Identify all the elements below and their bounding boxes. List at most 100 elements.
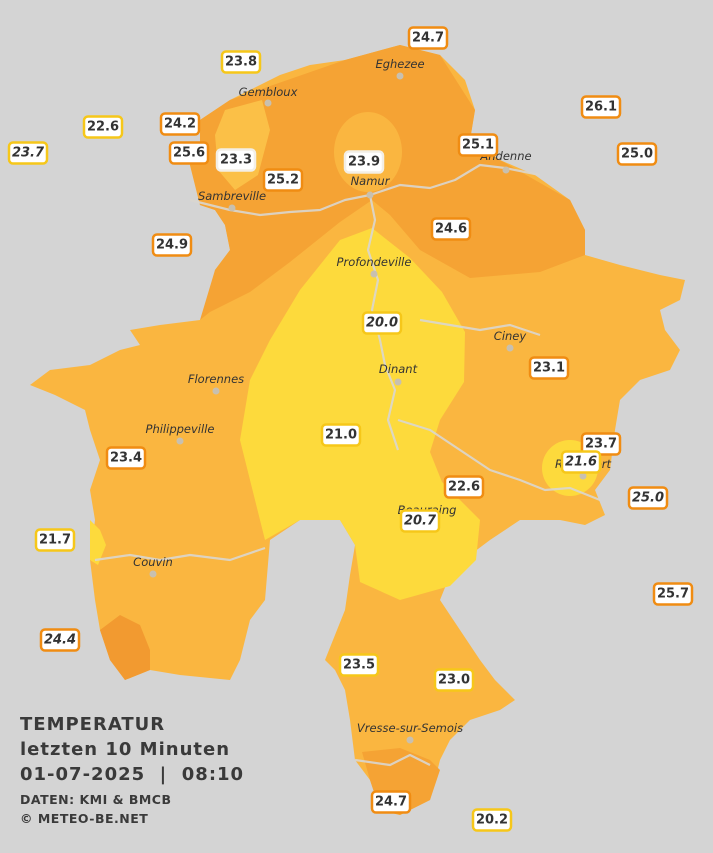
station-box <box>168 141 210 165</box>
town-label: Couvin <box>133 555 173 569</box>
station-value: 21.0 <box>325 428 357 443</box>
station-value: 24.4 <box>44 633 76 648</box>
town-label: Namur <box>351 174 391 188</box>
station-value: 23.4 <box>110 451 142 466</box>
station-box <box>262 168 304 192</box>
station-box <box>580 95 622 119</box>
town-label: Ciney <box>494 329 527 343</box>
station: 25.1 <box>457 133 499 157</box>
station: 23.7 <box>580 432 622 456</box>
station: 22.6 <box>443 475 485 499</box>
station-value: 24.7 <box>375 795 407 810</box>
station-value: 24.6 <box>435 222 467 237</box>
station-box <box>430 217 472 241</box>
station-box <box>471 808 513 832</box>
station-box <box>338 653 380 677</box>
station-box <box>320 423 362 447</box>
station-value: 22.6 <box>87 120 119 135</box>
station-box <box>370 790 412 814</box>
station-box <box>343 150 385 174</box>
subtitle: letzten 10 Minuten <box>20 739 230 760</box>
station-box <box>560 450 602 474</box>
station: 23.7 <box>7 141 49 165</box>
station: 22.6 <box>82 115 124 139</box>
region-warm-southwest <box>100 615 150 680</box>
station-value: 23.5 <box>343 658 375 673</box>
stations: 24.7 23.8 22.6 24.2 23.7 25.6 23.3 25.2 23.9 25.1… <box>7 26 694 832</box>
source: DATEN: KMI & BMCB <box>20 792 172 807</box>
station-box <box>652 582 694 606</box>
station: 24.6 <box>430 217 472 241</box>
town-label: Gembloux <box>239 85 298 99</box>
station-box <box>616 142 658 166</box>
station: 20.2 <box>471 808 513 832</box>
station-box <box>627 486 669 510</box>
station: 20.0 <box>361 311 403 335</box>
station-value: 25.0 <box>621 147 653 162</box>
station-box <box>220 50 262 74</box>
region-cool-couvin <box>90 520 106 565</box>
station-box <box>528 356 570 380</box>
station-box <box>407 26 449 50</box>
station: 25.7 <box>652 582 694 606</box>
station: 25.0 <box>627 486 669 510</box>
town-label: Dinant <box>379 362 418 376</box>
town-label: Profondeville <box>337 255 412 269</box>
station: 25.0 <box>616 142 658 166</box>
station: 21.6 <box>560 450 602 474</box>
river-viroin <box>94 546 266 562</box>
town-label: Vresse-sur-Semois <box>357 721 463 735</box>
town-dot <box>366 191 374 199</box>
river-lesse <box>397 418 601 502</box>
town-dot <box>212 387 220 395</box>
station: 23.8 <box>220 50 262 74</box>
station-box <box>39 628 81 652</box>
station-value: 22.6 <box>448 480 480 495</box>
title: TEMPERATUR <box>20 714 165 735</box>
station: 21.0 <box>320 423 362 447</box>
town-dot <box>396 72 404 80</box>
station-value: 20.0 <box>366 316 398 331</box>
station-value: 23.9 <box>348 155 380 170</box>
station: 23.5 <box>338 653 380 677</box>
town-dot <box>228 204 236 212</box>
station-box <box>159 112 201 136</box>
station-box <box>457 133 499 157</box>
station-value: 21.6 <box>565 455 597 470</box>
town-label: Sambreville <box>198 189 266 203</box>
station: 23.9 <box>343 150 385 174</box>
station-value: 23.1 <box>533 361 565 376</box>
station: 24.2 <box>159 112 201 136</box>
station-box <box>82 115 124 139</box>
station-value: 20.2 <box>476 813 508 828</box>
station: 23.1 <box>528 356 570 380</box>
station-value: 25.2 <box>267 173 299 188</box>
station: 24.4 <box>39 628 81 652</box>
station-box <box>151 233 193 257</box>
town-dot <box>506 344 514 352</box>
station-value: 25.6 <box>173 146 205 161</box>
station: 20.7 <box>399 509 441 533</box>
town-dot <box>370 270 378 278</box>
legend-block: TEMPERATUR letzten 10 Minuten 01-07-2025… <box>20 714 243 826</box>
station-box <box>34 528 76 552</box>
station: 23.0 <box>433 668 475 692</box>
town-label: Philippeville <box>146 422 215 436</box>
town-dot <box>264 99 272 107</box>
station-value: 26.1 <box>585 100 617 115</box>
station-box <box>361 311 403 335</box>
station-value: 23.8 <box>225 55 257 70</box>
station-box <box>215 148 257 172</box>
station-box <box>105 446 147 470</box>
town-label: Eghezee <box>375 57 424 71</box>
town-dot <box>394 378 402 386</box>
station: 24.9 <box>151 233 193 257</box>
station-box <box>7 141 49 165</box>
town-dot <box>176 437 184 445</box>
station-value: 24.7 <box>412 31 444 46</box>
town-dot <box>149 570 157 578</box>
town-dot <box>579 472 587 480</box>
river-ciney <box>419 318 541 337</box>
